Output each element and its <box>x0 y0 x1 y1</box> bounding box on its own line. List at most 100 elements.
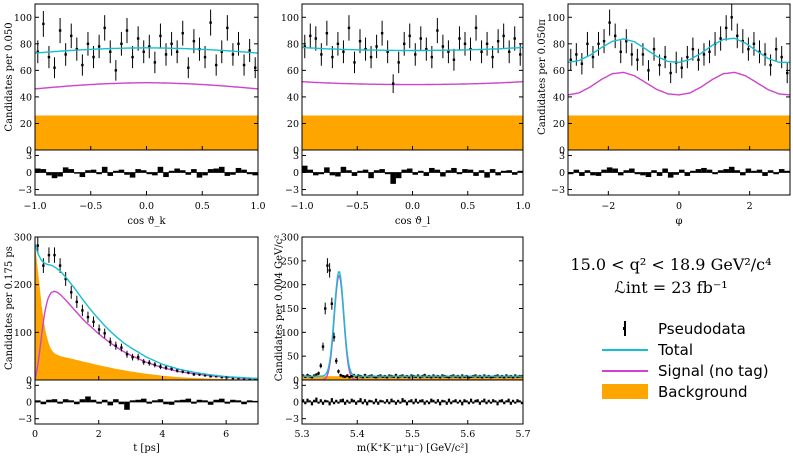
data-point <box>396 375 400 379</box>
data-point <box>47 253 51 257</box>
phi-x-axis-label: φ <box>675 216 682 227</box>
pull-bar <box>366 402 369 406</box>
pull-bar <box>118 169 125 173</box>
pull-bar <box>379 399 382 402</box>
pull-bar <box>328 402 331 406</box>
pull-bar <box>456 172 463 175</box>
pull-bar <box>481 400 484 402</box>
pull-bar <box>473 172 479 176</box>
pull-bar <box>507 398 510 402</box>
data-point <box>663 55 667 59</box>
cosk-y-axis-label: Candidates per 0.050 <box>4 22 15 131</box>
pull-bar <box>40 402 47 405</box>
pull-bar <box>185 172 192 175</box>
pull-bar <box>372 402 375 405</box>
data-point <box>747 47 750 51</box>
data-point <box>575 53 578 56</box>
pull-y-tick-label: 0 <box>293 398 299 409</box>
data-point <box>187 66 190 69</box>
y-tick-label: 200 <box>281 280 299 291</box>
data-point <box>36 244 39 247</box>
pull-bar <box>57 172 63 177</box>
pull-bar <box>302 165 308 173</box>
data-point <box>203 55 207 59</box>
pull-bar <box>196 399 203 402</box>
data-point <box>619 50 622 53</box>
pull-bar <box>451 167 457 173</box>
data-point <box>452 58 456 61</box>
pull-bar <box>113 170 119 173</box>
pull-bar <box>308 400 311 402</box>
data-point <box>47 55 51 59</box>
data-point <box>159 365 162 368</box>
pull-bar <box>352 399 356 402</box>
pull-y-tick-label: 3 <box>559 151 565 162</box>
pull-bar <box>450 402 453 405</box>
pull-bar <box>509 402 512 405</box>
pull-y-tick-label: 3 <box>293 381 299 392</box>
data-point <box>736 34 739 38</box>
data-point <box>214 374 218 378</box>
x-tick-label: −1.0 <box>290 201 313 212</box>
mass-y-axis-label: Candidates per 0.004 GeV/c² <box>274 235 285 381</box>
data-point <box>702 53 706 56</box>
pull-y-tick-label: 0 <box>293 168 299 179</box>
pull-bar <box>207 169 214 173</box>
pull-bar <box>357 400 360 402</box>
pull-bar <box>784 170 790 173</box>
data-point <box>86 315 90 319</box>
pull-bar <box>179 170 186 173</box>
data-point <box>496 39 500 43</box>
pull-bar <box>62 167 69 173</box>
data-point <box>485 42 489 46</box>
pull-bar <box>401 169 407 173</box>
pull-bar <box>213 399 219 402</box>
pull-bar <box>447 398 451 402</box>
data-point <box>591 55 595 59</box>
pull-bar <box>511 172 518 175</box>
pull-bar <box>623 170 630 173</box>
pull-bar <box>330 398 333 402</box>
data-point <box>203 374 207 377</box>
pull-bar <box>456 402 459 404</box>
pull-bar <box>458 399 462 402</box>
pull-bar <box>302 399 305 402</box>
pull-bar <box>436 399 440 402</box>
data-point <box>220 50 223 53</box>
pull-bar <box>430 398 433 402</box>
pull-bar <box>579 172 585 176</box>
x-tick-label: 1.0 <box>515 201 530 212</box>
data-point <box>341 374 345 378</box>
pull-bar <box>46 399 52 402</box>
data-point <box>136 355 140 359</box>
data-point <box>786 71 789 75</box>
data-point <box>326 264 329 267</box>
data-point <box>414 53 417 56</box>
data-point <box>148 361 151 365</box>
data-point <box>315 373 318 376</box>
y-tick-label: 100 <box>14 13 32 24</box>
total-line-icon <box>600 339 650 360</box>
data-point <box>164 53 168 56</box>
pull-bar <box>124 172 130 175</box>
y-tick-label: 80 <box>553 39 565 50</box>
data-point <box>306 374 309 377</box>
x-tick-label: 0 <box>32 429 38 440</box>
pull-bar <box>96 402 102 404</box>
y-tick-label: 150 <box>281 304 299 315</box>
data-point <box>758 50 761 53</box>
pull-bar <box>584 170 591 173</box>
pull-y-tick-label: 3 <box>26 381 32 392</box>
data-point <box>436 29 439 32</box>
y-tick-label: 60 <box>553 66 565 77</box>
pull-bar <box>196 172 203 178</box>
pull-bar <box>321 402 325 405</box>
pull-bar <box>498 399 501 402</box>
pull-bar <box>429 167 435 173</box>
data-point <box>136 37 140 40</box>
pull-bar <box>246 172 253 175</box>
data-point <box>613 34 617 38</box>
data-point <box>242 377 246 380</box>
data-point <box>321 345 325 348</box>
pull-bar <box>489 169 496 173</box>
